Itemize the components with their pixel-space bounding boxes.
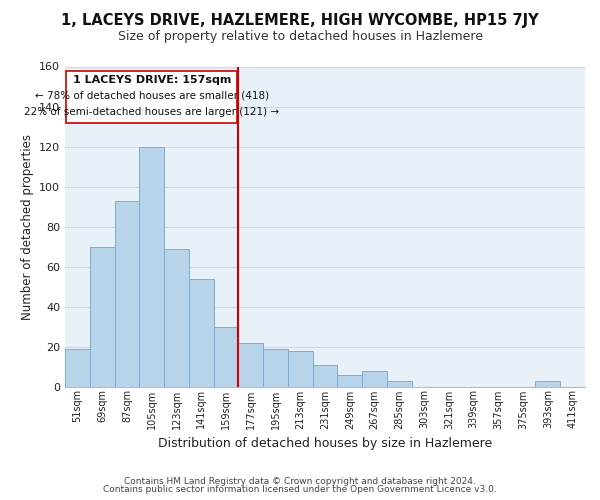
Text: Size of property relative to detached houses in Hazlemere: Size of property relative to detached ho… (118, 30, 482, 43)
Bar (139, 146, 164, 386)
Text: Contains HM Land Registry data © Crown copyright and database right 2024.: Contains HM Land Registry data © Crown c… (124, 477, 476, 486)
Bar (189, 278, 214, 386)
Bar (115, 200, 139, 386)
Text: 1 LACEYS DRIVE: 157sqm: 1 LACEYS DRIVE: 157sqm (73, 74, 231, 85)
Text: Contains public sector information licensed under the Open Government Licence v3: Contains public sector information licen… (103, 485, 497, 494)
Bar (214, 326, 238, 386)
Bar (288, 350, 313, 386)
Bar (263, 348, 288, 387)
Text: 22% of semi-detached houses are larger (121) →: 22% of semi-detached houses are larger (… (24, 106, 279, 117)
X-axis label: Distribution of detached houses by size in Hazlemere: Distribution of detached houses by size … (158, 437, 492, 450)
Text: ← 78% of detached houses are smaller (418): ← 78% of detached houses are smaller (41… (35, 90, 269, 101)
Y-axis label: Number of detached properties: Number of detached properties (20, 134, 34, 320)
Bar (67, 70, 237, 122)
Bar (238, 342, 263, 386)
Bar (65, 348, 90, 387)
Text: 1, LACEYS DRIVE, HAZLEMERE, HIGH WYCOMBE, HP15 7JY: 1, LACEYS DRIVE, HAZLEMERE, HIGH WYCOMBE… (61, 12, 539, 28)
Bar (535, 380, 560, 386)
Bar (337, 374, 362, 386)
Bar (313, 364, 337, 386)
Bar (164, 248, 189, 386)
Bar (362, 370, 387, 386)
Bar (387, 380, 412, 386)
Bar (90, 246, 115, 386)
